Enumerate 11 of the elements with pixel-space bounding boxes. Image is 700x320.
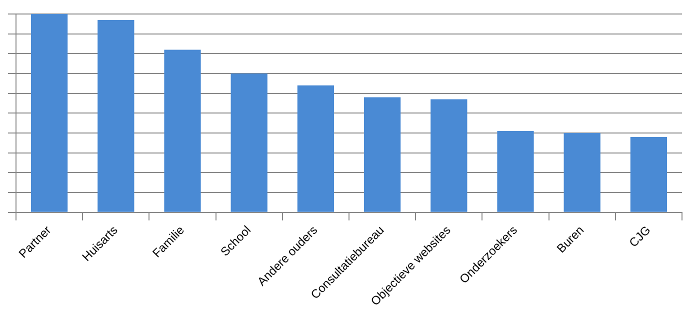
bar (564, 133, 600, 212)
bar (497, 131, 534, 212)
bar (164, 50, 201, 212)
bar (30, 14, 68, 212)
x-tick-label: CJG (626, 223, 654, 250)
bar (430, 99, 468, 212)
bar (230, 74, 268, 212)
bar (98, 20, 134, 212)
bar (364, 97, 401, 212)
bar (297, 85, 334, 212)
bar (630, 136, 668, 212)
